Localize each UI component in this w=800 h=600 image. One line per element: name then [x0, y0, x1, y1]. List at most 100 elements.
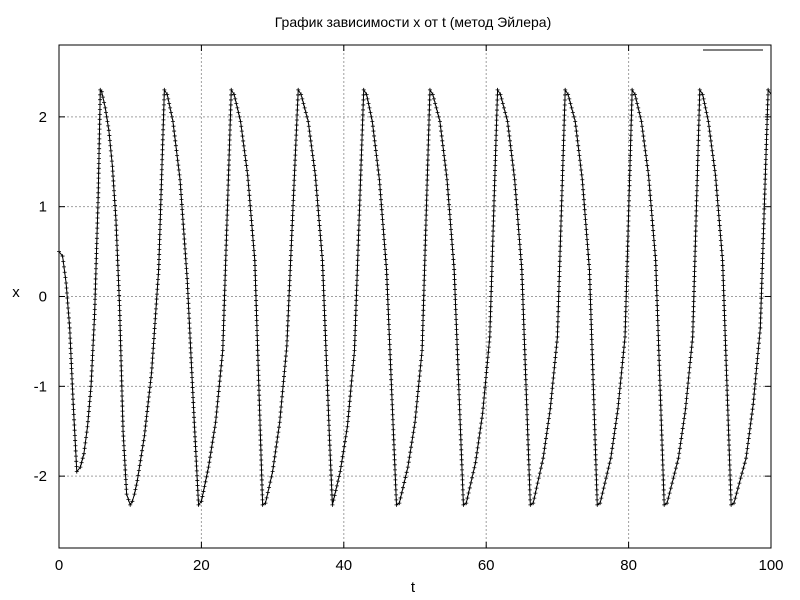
data-point-marker: [171, 124, 176, 129]
data-point-marker: [706, 124, 711, 129]
data-point-marker: [499, 96, 504, 101]
data-point-marker: [60, 254, 65, 259]
data-point-marker: [445, 182, 450, 187]
data-point-marker: [649, 213, 654, 218]
data-point-marker: [697, 113, 702, 118]
data-point-marker: [538, 466, 543, 471]
data-point-marker: [95, 221, 100, 226]
data-point-marker: [615, 411, 620, 416]
data-point-marker: [426, 143, 431, 148]
data-point-marker: [697, 87, 702, 92]
data-point-marker: [628, 143, 633, 148]
data-point-marker: [411, 430, 416, 435]
data-point-marker: [659, 438, 664, 443]
data-point-marker: [604, 476, 609, 481]
data-point-marker: [175, 158, 180, 163]
data-point-marker: [691, 319, 696, 324]
data-point-marker: [121, 429, 126, 434]
data-point-marker: [471, 470, 476, 475]
data-point-marker: [456, 367, 461, 372]
data-point-marker: [753, 381, 758, 386]
data-point-marker: [725, 403, 730, 408]
data-point-marker: [288, 253, 293, 258]
data-point-marker: [658, 403, 663, 408]
data-point-marker: [215, 399, 220, 404]
data-point-marker: [660, 458, 665, 463]
data-point-marker: [360, 117, 365, 122]
data-point-marker: [487, 334, 492, 339]
data-point-marker: [417, 374, 422, 379]
data-point-marker: [120, 424, 125, 429]
data-point-marker: [690, 340, 695, 345]
data-point-marker: [361, 102, 366, 107]
data-point-marker: [759, 276, 764, 281]
data-point-marker: [426, 132, 431, 137]
data-point-marker: [268, 480, 273, 485]
data-point-marker: [513, 192, 518, 197]
data-point-marker: [757, 331, 762, 336]
data-point-marker: [727, 458, 732, 463]
data-point-marker: [492, 173, 497, 178]
data-point-marker: [150, 351, 155, 356]
data-point-marker: [350, 373, 355, 378]
data-point-marker: [422, 253, 427, 258]
data-point-marker: [513, 187, 518, 192]
data-point-marker: [454, 317, 459, 322]
data-point-marker: [454, 332, 459, 337]
data-point-marker: [593, 442, 598, 447]
data-point-marker: [90, 358, 95, 363]
data-point-marker: [736, 486, 741, 491]
data-point-marker: [327, 443, 332, 448]
data-point-marker: [285, 338, 290, 343]
data-point-marker: [353, 323, 358, 328]
data-point-marker: [329, 478, 334, 483]
data-point-marker: [752, 392, 757, 397]
data-point-marker: [425, 168, 430, 173]
data-point-marker: [521, 327, 526, 332]
data-point-marker: [555, 329, 560, 334]
data-point-marker: [265, 490, 270, 495]
data-point-marker: [357, 198, 362, 203]
data-point-marker: [422, 283, 427, 288]
data-point-marker: [343, 434, 348, 439]
data-point-marker: [675, 461, 680, 466]
data-point-marker: [544, 431, 549, 436]
data-point-marker: [458, 437, 463, 442]
data-point-marker: [270, 469, 275, 474]
data-point-marker: [454, 327, 459, 332]
data-point-marker: [388, 352, 393, 357]
data-point-marker: [277, 420, 282, 425]
data-point-marker: [627, 163, 632, 168]
data-point-marker: [759, 301, 764, 306]
data-point-marker: [584, 227, 589, 232]
data-point-marker: [409, 440, 414, 445]
data-point-marker: [253, 293, 258, 298]
data-point-marker: [719, 248, 724, 253]
data-point-marker: [465, 496, 470, 501]
data-point-marker: [628, 148, 633, 153]
data-point-marker: [489, 269, 494, 274]
data-point-marker: [224, 223, 229, 228]
data-point-marker: [606, 466, 611, 471]
data-point-marker: [325, 393, 330, 398]
data-point-marker: [562, 97, 567, 102]
data-point-marker: [490, 264, 494, 269]
data-point-marker: [222, 298, 227, 303]
data-point-marker: [640, 124, 645, 129]
data-point-marker: [260, 497, 265, 502]
data-point-marker: [91, 343, 96, 348]
data-point-marker: [696, 138, 701, 143]
data-point-marker: [329, 487, 334, 492]
data-point-marker: [673, 466, 678, 471]
data-point-marker: [65, 296, 70, 300]
data-point-marker: [157, 232, 162, 237]
data-point-marker: [117, 298, 122, 303]
data-point-marker: [587, 282, 592, 287]
data-point-marker: [594, 477, 599, 482]
data-point-marker: [162, 97, 167, 102]
data-point-marker: [624, 274, 629, 279]
data-point-marker: [418, 368, 423, 373]
data-point-marker: [611, 436, 616, 441]
data-point-marker: [93, 271, 98, 276]
data-point-marker: [169, 114, 174, 119]
